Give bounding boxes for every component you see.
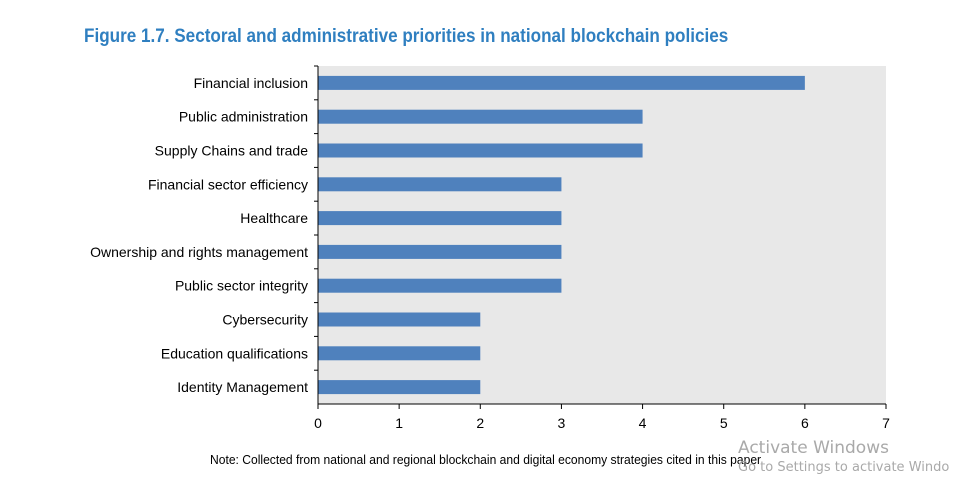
category-label: Public sector integrity xyxy=(175,278,308,294)
x-tick-label: 2 xyxy=(476,415,484,431)
category-label: Identity Management xyxy=(177,379,308,395)
figure-title: Figure 1.7. Sectoral and administrative … xyxy=(84,26,729,47)
x-tick-label: 1 xyxy=(395,415,403,431)
bar-cybersecurity xyxy=(318,312,481,327)
category-label: Cybersecurity xyxy=(222,312,308,328)
bar-financial-inclusion xyxy=(318,75,805,90)
x-tick-label: 4 xyxy=(639,415,647,431)
category-label: Financial inclusion xyxy=(194,75,308,91)
x-tick-label: 7 xyxy=(882,415,890,431)
x-tick-label: 0 xyxy=(314,415,322,431)
category-label: Supply Chains and trade xyxy=(155,143,309,159)
category-label: Ownership and rights management xyxy=(90,244,308,260)
bar-identity-management xyxy=(318,380,481,395)
bar-healthcare xyxy=(318,211,562,226)
category-label: Financial sector efficiency xyxy=(148,176,308,192)
bar-public-administration xyxy=(318,109,643,124)
category-label: Education qualifications xyxy=(161,345,308,361)
category-label: Healthcare xyxy=(240,210,308,226)
bar-education-qualifications xyxy=(318,346,481,361)
bar-public-sector-integrity xyxy=(318,278,562,293)
x-tick-label: 6 xyxy=(801,415,809,431)
x-tick-label: 5 xyxy=(720,415,728,431)
figure-note: Note: Collected from national and region… xyxy=(210,452,762,467)
category-label: Public administration xyxy=(179,109,308,125)
bar-supply-chains-and-trade xyxy=(318,143,643,158)
bar-ownership-and-rights-management xyxy=(318,244,562,259)
x-tick-label: 3 xyxy=(558,415,566,431)
bar-financial-sector-efficiency xyxy=(318,177,562,192)
